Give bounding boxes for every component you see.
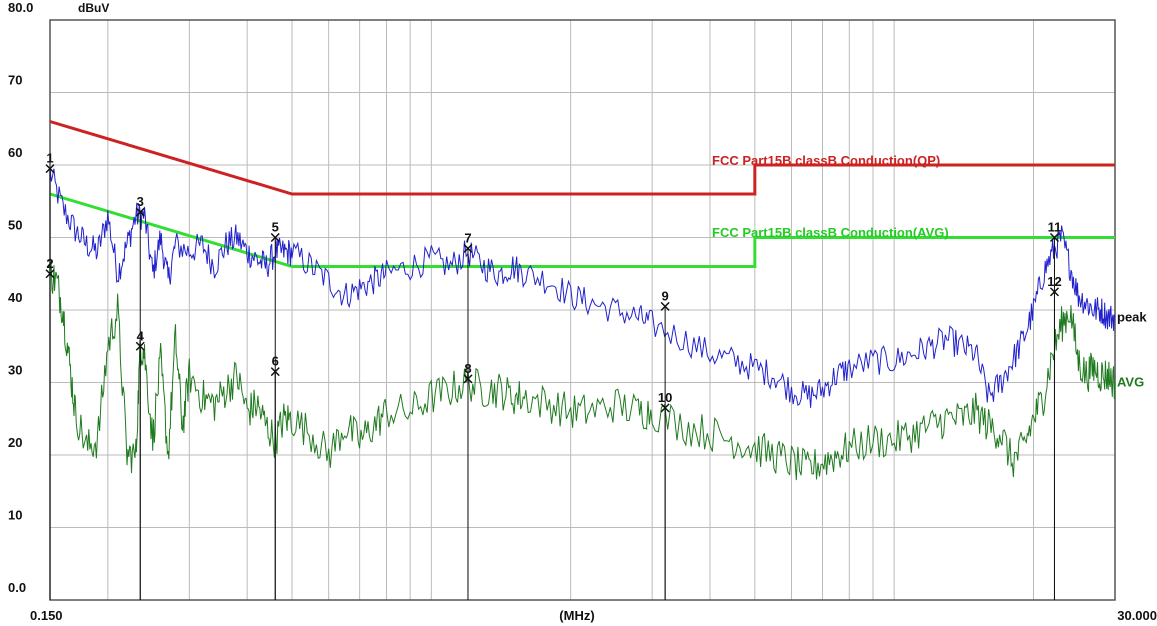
- y-tick-label: 10: [8, 508, 22, 523]
- avg-limit-label: FCC Part15B classB Conduction(AVG): [712, 225, 949, 240]
- marker-cross: [1049, 287, 1060, 297]
- y-tick-label: 60: [8, 145, 22, 160]
- marker-cross: [45, 269, 55, 279]
- marker-label: 1: [46, 151, 53, 166]
- marker-label: 11: [1048, 220, 1062, 235]
- marker-cross: [660, 301, 670, 311]
- marker-cross: [270, 232, 280, 243]
- y-tick-label: 20: [8, 435, 22, 450]
- qp-limit-label: FCC Part15B classB Conduction(QP): [712, 153, 940, 168]
- x-tick-label: 0.150: [30, 608, 63, 623]
- marker-cross: [1049, 232, 1060, 243]
- y-tick-label: 40: [8, 290, 22, 305]
- marker-label: 7: [464, 230, 471, 245]
- y-axis-ticks: 0.0 10 20 30 40 50 60 70 80.0: [8, 0, 33, 595]
- marker-label: 8: [464, 361, 471, 376]
- marker-label: 2: [46, 256, 53, 271]
- peak-trace-label: peak: [1117, 309, 1147, 324]
- marker-label: 4: [137, 328, 145, 343]
- y-axis-unit-label: dBuV: [78, 1, 109, 15]
- trace-peak: [49, 167, 1116, 408]
- marker-cross: [45, 164, 55, 174]
- marker-cross: [660, 403, 670, 413]
- y-tick-label: 50: [8, 218, 22, 233]
- marker-label: 6: [272, 354, 279, 369]
- marker-cross: [270, 367, 280, 377]
- y-tick-label: 30: [8, 363, 22, 378]
- x-tick-label: 30.000: [1117, 608, 1157, 623]
- avg-trace-label: AVG: [1117, 375, 1144, 390]
- trace-avg: [49, 261, 1116, 481]
- marker-label: 10: [658, 390, 672, 405]
- trace-lines: [49, 167, 1116, 481]
- marker-cross: [463, 243, 473, 253]
- marker-label: 12: [1047, 274, 1061, 289]
- x-axis-label: (MHz): [559, 608, 594, 623]
- limit-line-qp: [49, 120, 1115, 196]
- x-axis-ticks: 0.150 30.000: [30, 608, 1157, 623]
- marker-label: 9: [662, 288, 669, 303]
- limit-line-avg: [49, 192, 1115, 268]
- marker-label: 3: [137, 194, 144, 209]
- y-tick-label: 70: [8, 73, 22, 88]
- y-tick-label: 0.0: [8, 580, 26, 595]
- legend-labels: FCC Part15B classB Conduction(QP) FCC Par…: [712, 153, 1147, 390]
- marker-cross: [135, 341, 145, 351]
- marker-cross: [463, 374, 473, 384]
- limit-lines: [49, 120, 1115, 268]
- marker-cross: [135, 207, 145, 217]
- marker-label: 5: [272, 220, 279, 235]
- y-tick-label: 80.0: [8, 0, 33, 15]
- grid-lines: [50, 20, 1115, 600]
